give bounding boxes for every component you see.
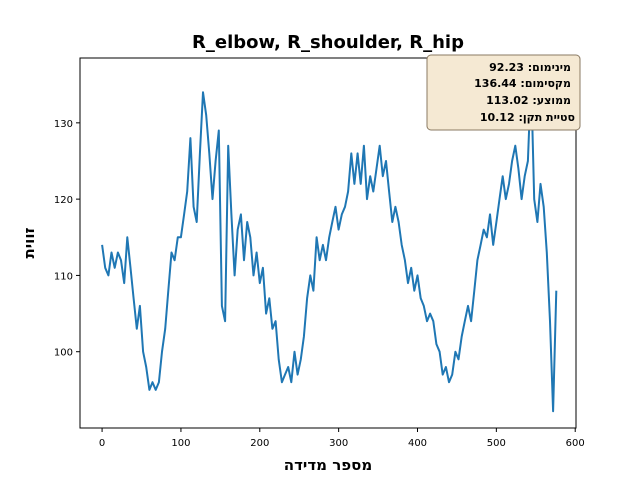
x-tick-label: 0	[99, 438, 105, 449]
stats-mean: ממוצע: 113.02	[486, 94, 571, 107]
stats-max: מקסימום: 136.44	[474, 77, 571, 90]
stats-box-background	[426, 54, 581, 131]
x-tick-label: 300	[329, 438, 348, 449]
series-line	[101, 76, 558, 413]
x-axis-label: מספר מדידה	[284, 456, 372, 474]
y-axis-label: זווית	[20, 228, 38, 259]
x-axis-ticks: 0 100 200 300 400 500 600	[99, 428, 585, 449]
x-tick-label: 200	[250, 438, 269, 449]
x-tick-label: 500	[487, 438, 506, 449]
stats-box: מינימום: 92.23 מקסימום: 136.44 ממוצע: 11…	[426, 54, 581, 131]
plot-frame	[79, 57, 577, 429]
y-tick-label: 130	[54, 119, 73, 130]
plot-area	[79, 57, 577, 429]
chart-title: R_elbow, R_shoulder, R_hip	[192, 32, 464, 53]
x-tick-label: 400	[408, 438, 427, 449]
y-tick-label: 100	[54, 348, 73, 359]
stats-min: מינימום: 92.23	[489, 61, 571, 74]
x-tick-label: 600	[566, 438, 585, 449]
y-tick-label: 110	[54, 271, 73, 282]
y-axis-ticks: 100 110 120 130	[54, 119, 80, 359]
stats-stddev: סטיית תקן: 10.12	[480, 111, 575, 124]
y-tick-label: 120	[54, 195, 73, 206]
x-tick-label: 100	[171, 438, 190, 449]
